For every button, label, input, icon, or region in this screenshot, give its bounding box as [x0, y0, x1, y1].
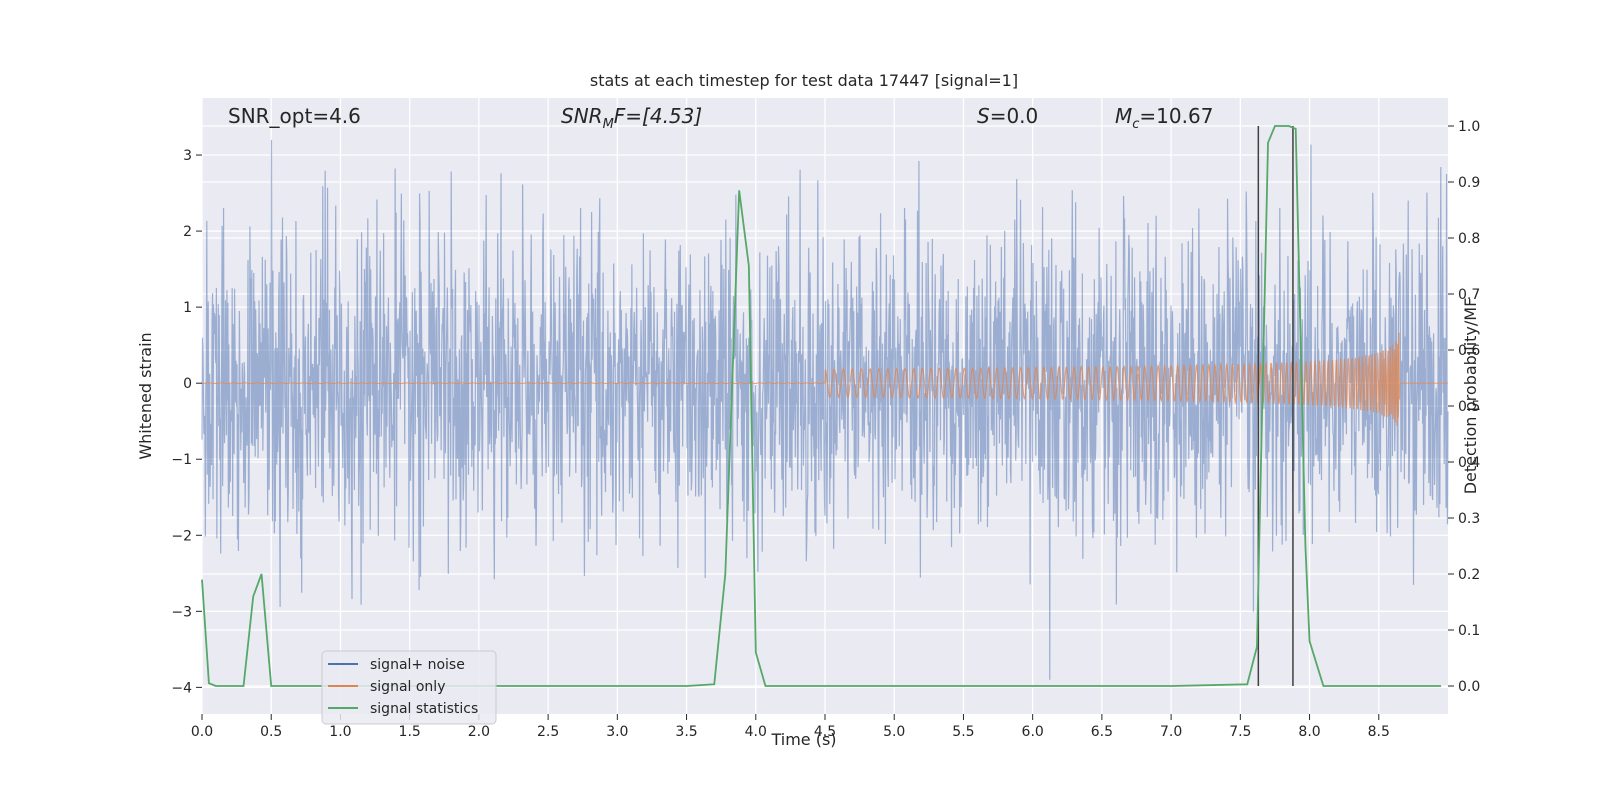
annotation-mc-sub: c: [1132, 117, 1139, 132]
annotation-mc-rest: =10.67: [1139, 104, 1213, 128]
signal-noise-line: [201, 139, 1449, 680]
series-signal-noise: [201, 139, 1449, 680]
y-left-tick-label: −1: [171, 452, 192, 468]
annotation-s-rest: =0.0: [990, 104, 1039, 128]
y-right-tick-label: 0.7: [1458, 287, 1480, 303]
x-axis-ticks: 0.0 0.5 1.0 1.5 2.0 2.5 3.0 3.5 4.0 4.5 5.0 5.5 6.0 6…: [191, 714, 1390, 740]
x-tick-label: 7.0: [1160, 724, 1182, 740]
legend-label-signal-statistics: signal statistics: [370, 701, 478, 717]
y-right-tick-label: 0.1: [1458, 623, 1480, 639]
x-tick-label: 6.5: [1091, 724, 1113, 740]
y-right-tick-label: 1.0: [1458, 119, 1480, 135]
x-tick-label: 4.0: [745, 724, 767, 740]
annotation-snr-mf: SNRMF=[4.53]: [561, 104, 702, 132]
y-right-tick-label: 0.2: [1458, 567, 1480, 583]
y-right-tick-label: 0.5: [1458, 399, 1480, 415]
x-tick-label: 0.0: [191, 724, 213, 740]
series-signal-only: [201, 332, 1448, 426]
x-tick-label: 2.5: [537, 724, 559, 740]
y-axis-right-ticks: 1.0 0.9 0.8 0.7 0.6 0.5 0.4 0.3 0.2 0.1 0.0: [1448, 119, 1480, 695]
y-right-tick-label: 0.4: [1458, 455, 1480, 471]
legend: signal+ noise signal only signal statist…: [321, 650, 497, 725]
y-left-tick-label: −2: [171, 528, 192, 544]
series-signal-statistics: [201, 125, 1442, 687]
annotation-mc-main: M: [1115, 104, 1132, 128]
annotation-snr-mf-rest: F=[4.53]: [614, 104, 702, 128]
y-left-tick-label: 0: [183, 376, 192, 392]
annotation-snr-mf-sub: M: [603, 117, 614, 132]
y-left-tick-label: 3: [183, 148, 192, 164]
legend-label-signal-only: signal only: [370, 679, 445, 695]
x-tick-label: 3.0: [606, 724, 628, 740]
x-tick-label: 0.5: [260, 724, 282, 740]
y-left-tick-label: 2: [183, 224, 192, 240]
y-axis-right-label: Detection probability/MF: [1461, 298, 1480, 495]
y-right-tick-label: 0.9: [1458, 175, 1480, 191]
signal-statistics-line: [201, 125, 1442, 687]
x-tick-label: 1.0: [329, 724, 351, 740]
y-left-tick-label: −4: [171, 680, 192, 696]
x-tick-label: 3.5: [675, 724, 697, 740]
y-axis-left-ticks: 3 2 1 0 −1 −2 −3 −4: [171, 148, 202, 696]
x-tick-label: 8.0: [1298, 724, 1320, 740]
x-axis-label: Time (s): [770, 730, 836, 749]
annotation-s-main: S: [977, 104, 990, 128]
x-tick-label: 7.5: [1229, 724, 1251, 740]
y-right-tick-label: 0.0: [1458, 679, 1480, 695]
x-tick-label: 4.5: [814, 724, 836, 740]
chart-title: stats at each timestep for test data 174…: [590, 71, 1018, 90]
annotation-mc: Mc=10.67: [1115, 104, 1213, 132]
x-tick-label: 8.5: [1368, 724, 1390, 740]
x-tick-label: 5.5: [952, 724, 974, 740]
y-right-tick-label: 0.8: [1458, 231, 1480, 247]
x-tick-label: 5.0: [883, 724, 905, 740]
annotation-snr-mf-main: SNR: [561, 104, 603, 128]
y-left-tick-label: 1: [183, 300, 192, 316]
legend-box: [321, 650, 497, 725]
annotation-s: S=0.0: [977, 104, 1038, 128]
signal-only-line: [201, 332, 1448, 426]
x-tick-label: 6.0: [1022, 724, 1044, 740]
x-tick-label: 1.5: [399, 724, 421, 740]
y-axis-left-label: Whitened strain: [136, 332, 155, 459]
x-tick-label: 2.0: [468, 724, 490, 740]
annotation-snr-opt: SNR_opt=4.6: [228, 104, 361, 128]
y-right-tick-label: 0.3: [1458, 511, 1480, 527]
y-right-tick-label: 0.6: [1458, 343, 1480, 359]
legend-label-signal-noise: signal+ noise: [370, 657, 465, 673]
y-left-tick-label: −3: [171, 604, 192, 620]
